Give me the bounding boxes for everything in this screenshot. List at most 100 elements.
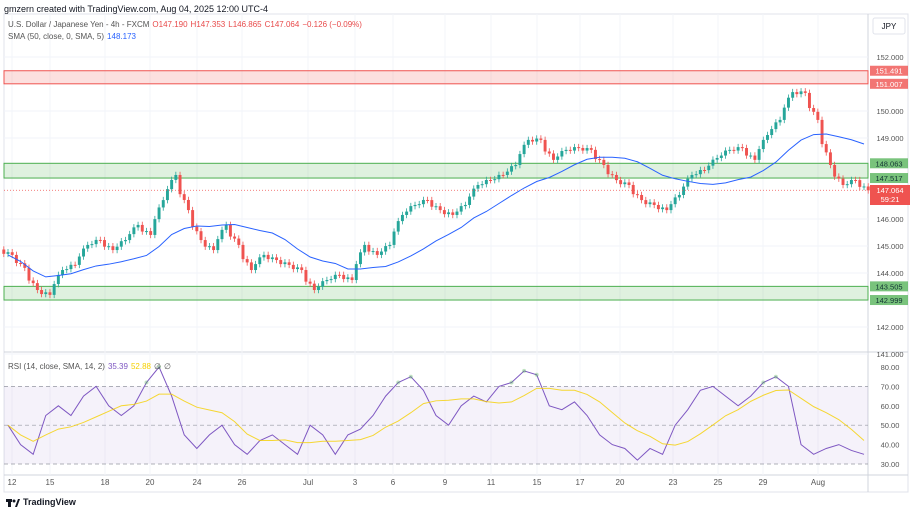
candle-body <box>241 244 245 260</box>
candle-body <box>199 231 203 241</box>
sma-legend[interactable]: SMA (50, close, 0, SMA, 5) 148.173 <box>8 32 139 41</box>
candle-body <box>724 150 727 156</box>
candle-body <box>396 221 400 232</box>
candle-body <box>157 207 161 220</box>
candle-body <box>820 119 824 145</box>
symbol-legend: U.S. Dollar / Japanese Yen - 4h - FXCM O1… <box>8 20 365 29</box>
price-tick: 146.000 <box>876 215 903 224</box>
candle-body <box>795 92 799 95</box>
candle-body <box>455 211 459 215</box>
candle-body <box>711 159 715 166</box>
rsi-legend[interactable]: RSI (14, close, SMA, 14, 2) 35.39 52.88 ∅ ∅ <box>8 362 174 371</box>
candle-body <box>52 284 56 295</box>
zone-price-badge <box>870 65 908 76</box>
time-tick: 12 <box>8 478 17 487</box>
candle-body <box>384 246 388 252</box>
support-zone <box>3 162 869 179</box>
candle-body <box>799 91 803 95</box>
candle-body <box>602 159 606 165</box>
current-price-label: 147.064 59:21 <box>870 185 910 206</box>
candle-body <box>740 147 744 149</box>
candle-body <box>308 281 312 284</box>
time-tick: 11 <box>487 478 496 487</box>
candle-body <box>48 292 52 295</box>
candle-body <box>111 246 115 251</box>
candle-body <box>354 264 358 281</box>
candle-body <box>279 260 283 265</box>
candle-body <box>245 259 249 263</box>
candle-body <box>426 199 430 201</box>
candle-body <box>757 149 761 160</box>
candle-body <box>82 248 85 257</box>
time-tick: 23 <box>669 478 678 487</box>
zone-price-badge <box>870 281 908 292</box>
candle-body <box>275 257 279 261</box>
time-tick: 6 <box>391 478 396 487</box>
price-tick: 141.000 <box>876 350 903 359</box>
candle-body <box>44 292 48 295</box>
candle-body <box>400 214 404 222</box>
candle-body <box>539 138 543 140</box>
ohlc-low: L146.865 <box>228 20 262 29</box>
time-tick: 26 <box>238 478 247 487</box>
candle-body <box>472 188 476 197</box>
candle-body <box>816 111 820 120</box>
zone-price-badge <box>870 173 908 184</box>
price-tick: 145.000 <box>876 242 903 251</box>
candle-body <box>363 244 367 253</box>
candle-body <box>707 165 711 171</box>
candle-body <box>392 231 396 245</box>
candle-body <box>291 264 295 270</box>
candle-body <box>451 212 455 215</box>
candle-body <box>732 149 736 151</box>
rsi-tick: 60.00 <box>881 402 900 411</box>
candle-body <box>564 149 568 152</box>
candle-body <box>497 174 501 180</box>
candle-body <box>489 179 493 181</box>
candle-body <box>228 224 232 237</box>
candle-body <box>568 149 572 151</box>
candle-body <box>371 251 375 253</box>
zone-price-label: 148.063 <box>875 159 902 168</box>
candle-body <box>682 186 686 195</box>
tradingview-logo[interactable]: TradingView <box>6 497 76 507</box>
rsi-overbought-marker <box>534 372 539 377</box>
candle-body <box>266 254 270 260</box>
candle-body <box>442 210 446 215</box>
candle-body <box>61 270 65 275</box>
candle-body <box>669 204 673 211</box>
candle-body <box>459 206 463 212</box>
sma-value: 148.173 <box>107 32 136 41</box>
candle-body <box>98 239 102 241</box>
zone-price-label: 151.007 <box>875 80 902 89</box>
candle-body <box>623 182 627 185</box>
symbol-name: U.S. Dollar / Japanese Yen - 4h - FXCM <box>8 20 150 29</box>
candle-body <box>690 174 694 179</box>
candle-body <box>577 147 581 149</box>
candle-body <box>107 246 111 248</box>
candle-body <box>661 207 665 210</box>
candle-body <box>296 267 299 270</box>
candle-body <box>77 256 81 265</box>
candle-body <box>350 277 354 281</box>
candle-body <box>522 144 526 155</box>
candle-body <box>40 290 44 295</box>
candle-body <box>526 139 530 145</box>
candle-body <box>652 202 656 205</box>
time-tick: 3 <box>353 478 358 487</box>
rsi-sma-value: 52.88 <box>130 362 151 371</box>
candle-body <box>774 122 778 130</box>
zone-price-label: 142.999 <box>875 296 902 305</box>
rsi-tick: 50.00 <box>881 421 900 430</box>
candle-body <box>719 155 723 158</box>
candle-body <box>468 196 472 205</box>
currency-label: JPY <box>882 22 897 31</box>
candle-body <box>312 283 316 291</box>
rsi-overbought-marker <box>761 380 766 385</box>
candle-body <box>535 138 539 142</box>
candle-body <box>640 194 644 201</box>
price-tick: 150.000 <box>876 107 903 116</box>
candle-body <box>447 212 451 215</box>
